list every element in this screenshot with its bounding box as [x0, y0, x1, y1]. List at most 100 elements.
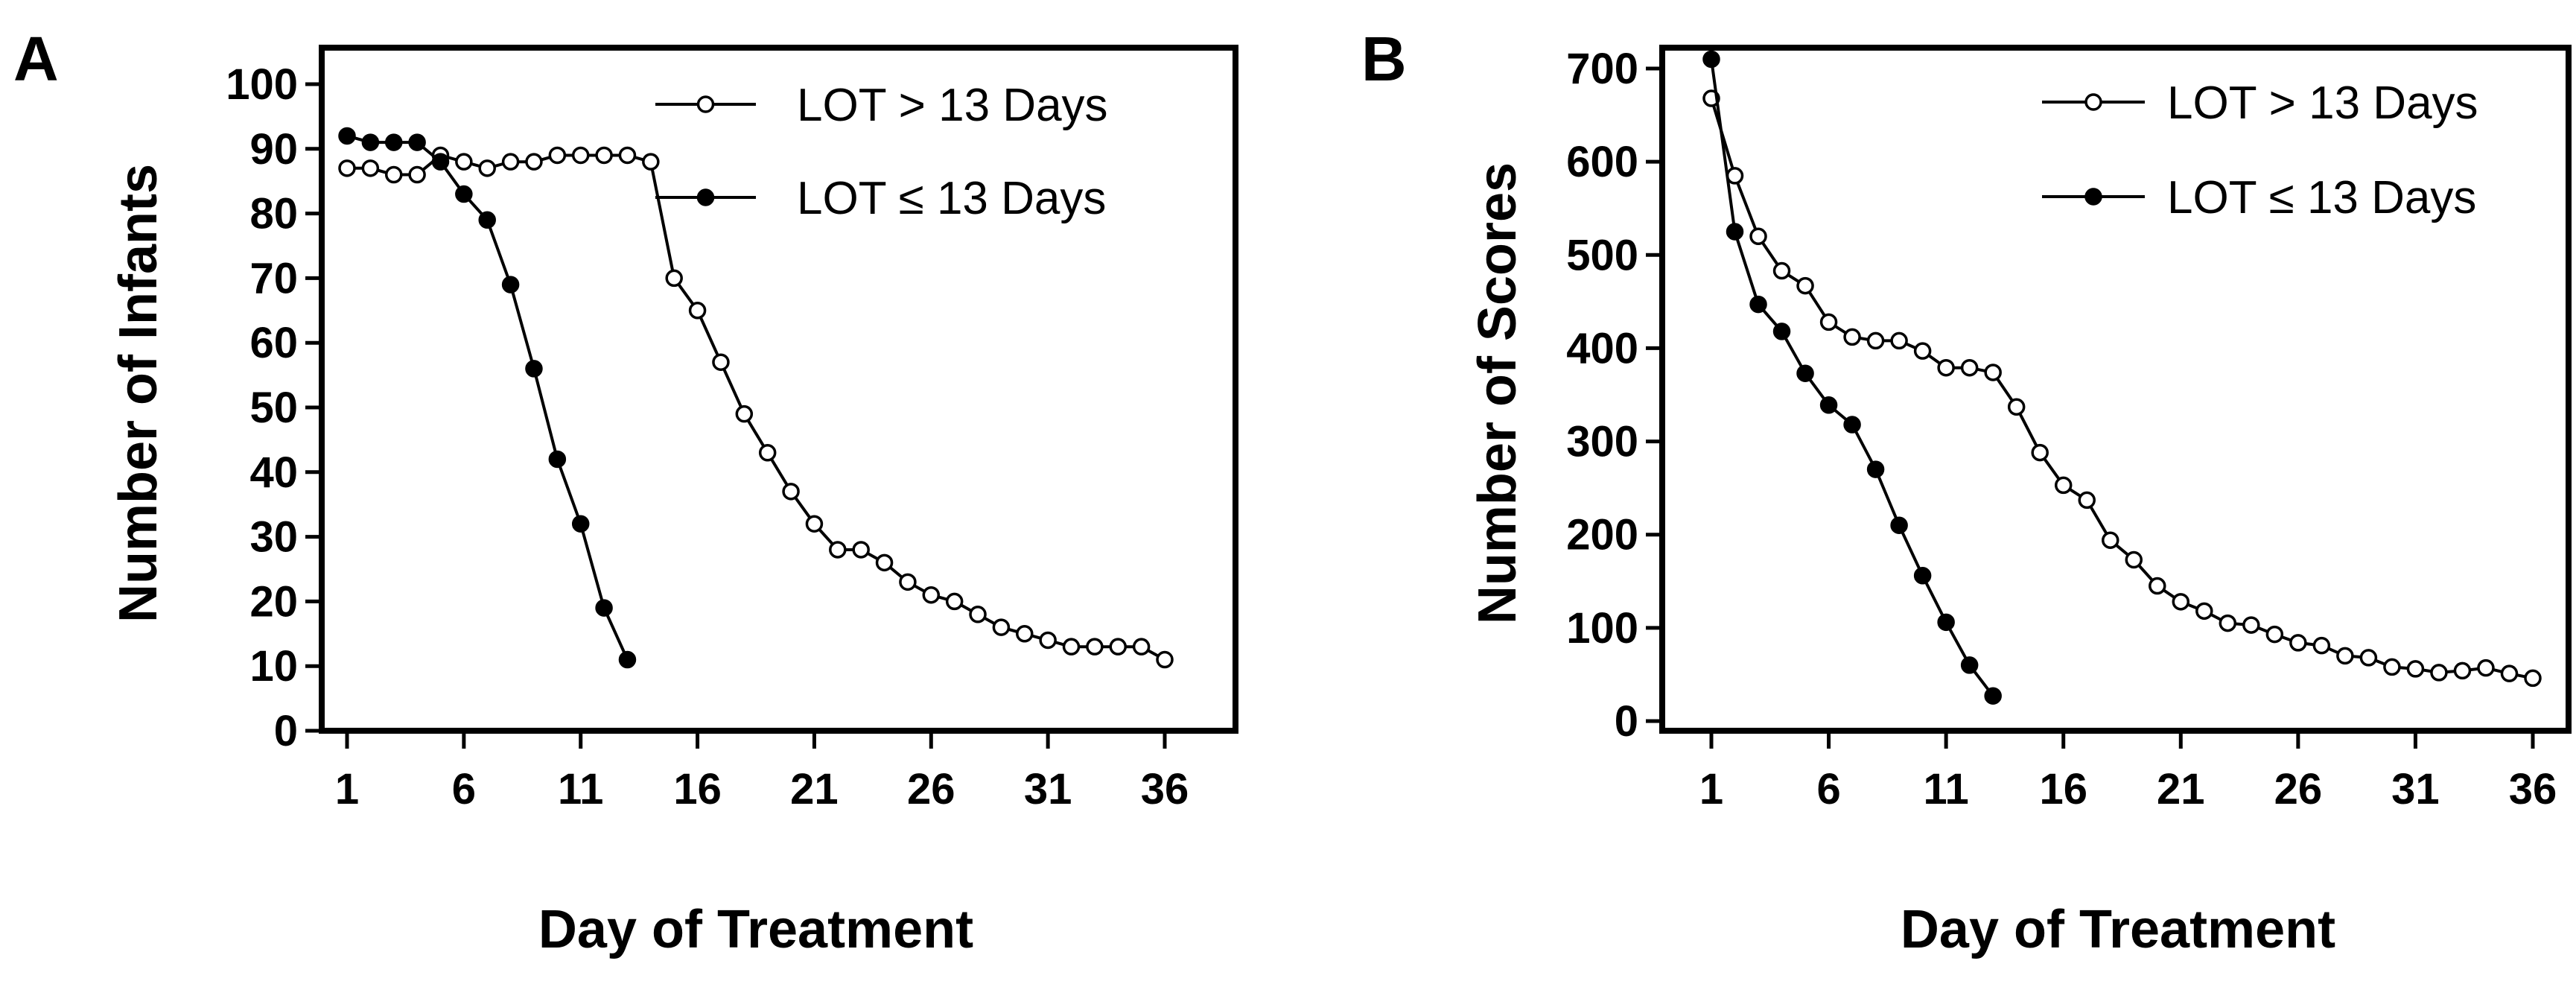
- panel-a-data-point-lot-le-13: [338, 127, 356, 145]
- panel-a-series: [338, 127, 1174, 669]
- panel-a-data-point-lot-gt-13: [595, 146, 613, 165]
- panel-a-data-point-lot-gt-13: [455, 153, 473, 171]
- panel-a-letter: A: [13, 24, 59, 94]
- panel-b-data-point-lot-le-13: [1772, 323, 1791, 340]
- panel-a-data-point-lot-gt-13: [1039, 631, 1057, 650]
- panel-a-legend: LOT > 13 Days LOT ≤ 13 Days: [655, 80, 1108, 224]
- panel-a-data-point-lot-gt-13: [712, 353, 730, 371]
- panel-b-data-point-lot-gt-13: [2007, 398, 2026, 416]
- panel-a-legend-marker-lot-le-13: [696, 188, 715, 206]
- panel-a-data-point-lot-gt-13: [618, 146, 637, 165]
- panel-b-x-tick-label: 11: [1923, 765, 1968, 813]
- panel-a-x-ticks: 1 6 11 16 21 26 31 36: [335, 731, 1189, 813]
- panel-a-data-point-lot-gt-13: [969, 606, 987, 623]
- panel-b-x-tick-label: 21: [2157, 765, 2205, 813]
- panel-a-y-tick-label: 100: [226, 60, 298, 109]
- panel-b-data-point-lot-gt-13: [2149, 577, 2166, 595]
- panel-b-data-point-lot-le-13: [1819, 396, 1838, 414]
- panel-b-data-point-lot-gt-13: [2406, 660, 2425, 678]
- panel-b-y-ticks: 0 100 200 300 400 500 600 700: [1566, 45, 1662, 746]
- panel-a-y-tick-label: 90: [249, 125, 298, 174]
- panel-b-x-tick-label: 31: [2391, 765, 2440, 813]
- panel-b-x-tick-label: 16: [2039, 765, 2087, 813]
- panel-a-data-point-lot-le-13: [548, 450, 567, 469]
- panel-b-data-point-lot-le-13: [1749, 295, 1767, 314]
- panel-b-data-point-lot-gt-13: [2383, 658, 2401, 676]
- panel-a-data-point-lot-le-13: [571, 515, 590, 533]
- panel-b-data-point-lot-gt-13: [2219, 614, 2237, 632]
- panel-a-x-tick-label: 6: [452, 765, 476, 813]
- panel-b-data-point-lot-gt-13: [2031, 443, 2049, 462]
- panel-b-x-tick-label: 1: [1699, 765, 1723, 813]
- panel-a-y-tick-label: 80: [249, 190, 298, 238]
- panel-a-legend-marker-lot-gt-13: [696, 95, 715, 113]
- panel-a-y-tick-label: 30: [249, 513, 298, 562]
- panel-b-data-point-lot-le-13: [1866, 460, 1885, 478]
- panel-b-x-tick-label: 6: [1816, 765, 1840, 813]
- panel-b-data-point-lot-le-13: [1843, 416, 1861, 434]
- panel-b-plot-frame: [1659, 45, 2572, 734]
- panel-b-data-point-lot-gt-13: [2500, 664, 2519, 682]
- panel-a-y-tick-label: 50: [249, 384, 298, 432]
- panel-a-data-point-lot-le-13: [525, 360, 543, 378]
- panel-b-letter: B: [1361, 24, 1407, 94]
- panel-a-data-point-lot-le-13: [618, 650, 637, 669]
- panel-b-data-point-lot-gt-13: [1960, 358, 1979, 377]
- panel-a-data-point-lot-le-13: [384, 133, 403, 151]
- panel-a-data-point-lot-le-13: [361, 133, 380, 151]
- panel-a-y-tick-label: 0: [274, 707, 298, 755]
- panel-a-data-point-lot-gt-13: [899, 573, 917, 591]
- panel-b-data-point-lot-gt-13: [2125, 550, 2143, 569]
- panel-b-data-point-lot-gt-13: [2289, 634, 2307, 652]
- panel-a-data-point-lot-gt-13: [501, 153, 520, 171]
- panel-a-data-point-lot-gt-13: [992, 618, 1011, 636]
- panel-a-legend-label-lot-le-13: LOT ≤ 13 Days: [797, 173, 1106, 224]
- panel-a-data-point-lot-le-13: [595, 599, 613, 617]
- panel-a-x-tick-label: 11: [558, 765, 603, 813]
- panel-b-data-point-lot-gt-13: [1937, 358, 1955, 377]
- panel-a-data-point-lot-gt-13: [642, 153, 660, 171]
- panel-b-data-point-lot-gt-13: [1819, 313, 1838, 331]
- panel-b-y-tick-label: 100: [1566, 604, 1638, 653]
- panel-a-y-tick-label: 10: [249, 642, 298, 691]
- panel-b-data-point-lot-le-13: [1937, 613, 1955, 632]
- panel-b-data-point-lot-gt-13: [2195, 602, 2213, 621]
- panel-a-x-tick-label: 16: [673, 765, 722, 813]
- panel-a-data-point-lot-gt-13: [548, 146, 567, 165]
- panel-b-data-point-lot-le-13: [1890, 516, 1908, 534]
- panel-a-data-point-lot-gt-13: [758, 444, 777, 462]
- panel-a-data-point-lot-gt-13: [338, 159, 356, 177]
- panel-b-y-tick-label: 0: [1615, 697, 1638, 746]
- panel-b-chart: B Number of Scores Day of Treatment 0 100…: [1361, 24, 2572, 959]
- panel-b-data-point-lot-gt-13: [2477, 658, 2495, 677]
- panel-a-data-point-lot-gt-13: [478, 159, 496, 177]
- panel-b-legend-label-lot-gt-13: LOT > 13 Days: [2167, 77, 2478, 129]
- panel-a-data-point-lot-gt-13: [1086, 638, 1104, 656]
- panel-b-data-point-lot-gt-13: [1749, 227, 1767, 246]
- panel-b-data-point-lot-gt-13: [1866, 331, 1885, 350]
- panel-a-data-point-lot-le-13: [478, 211, 496, 229]
- panel-b-data-point-lot-gt-13: [2336, 647, 2354, 665]
- panel-a-data-point-lot-gt-13: [665, 269, 683, 288]
- panel-b-y-tick-label: 500: [1566, 231, 1638, 279]
- panel-b-data-point-lot-gt-13: [2265, 625, 2284, 644]
- panel-a-data-point-lot-gt-13: [852, 541, 870, 559]
- panel-b-data-point-lot-le-13: [1796, 364, 1814, 382]
- panel-a-x-tick-label: 1: [335, 765, 359, 813]
- panel-b-data-point-lot-gt-13: [2054, 476, 2073, 495]
- panel-b-data-point-lot-gt-13: [1726, 167, 1744, 185]
- panel-b-y-tick-label: 600: [1566, 138, 1638, 186]
- panel-a-chart: A Number of Infants Day of Treatment 0 10…: [13, 24, 1238, 959]
- panel-b-data-point-lot-gt-13: [2242, 616, 2260, 634]
- panel-b-legend: LOT > 13 Days LOT ≤ 13 Days: [2042, 77, 2478, 223]
- panel-a-data-point-lot-gt-13: [945, 592, 964, 611]
- panel-a-x-axis-title: Day of Treatment: [538, 900, 973, 959]
- panel-a-y-axis-title: Number of Infants: [109, 164, 168, 623]
- panel-a-data-point-lot-gt-13: [922, 585, 941, 604]
- panel-b-data-point-lot-gt-13: [2172, 593, 2190, 611]
- panel-a-data-point-lot-le-13: [501, 276, 520, 293]
- panel-a-y-tick-label: 20: [249, 577, 298, 626]
- panel-b-data-point-lot-le-13: [1984, 687, 2002, 705]
- panel-a-data-point-lot-gt-13: [1016, 625, 1034, 643]
